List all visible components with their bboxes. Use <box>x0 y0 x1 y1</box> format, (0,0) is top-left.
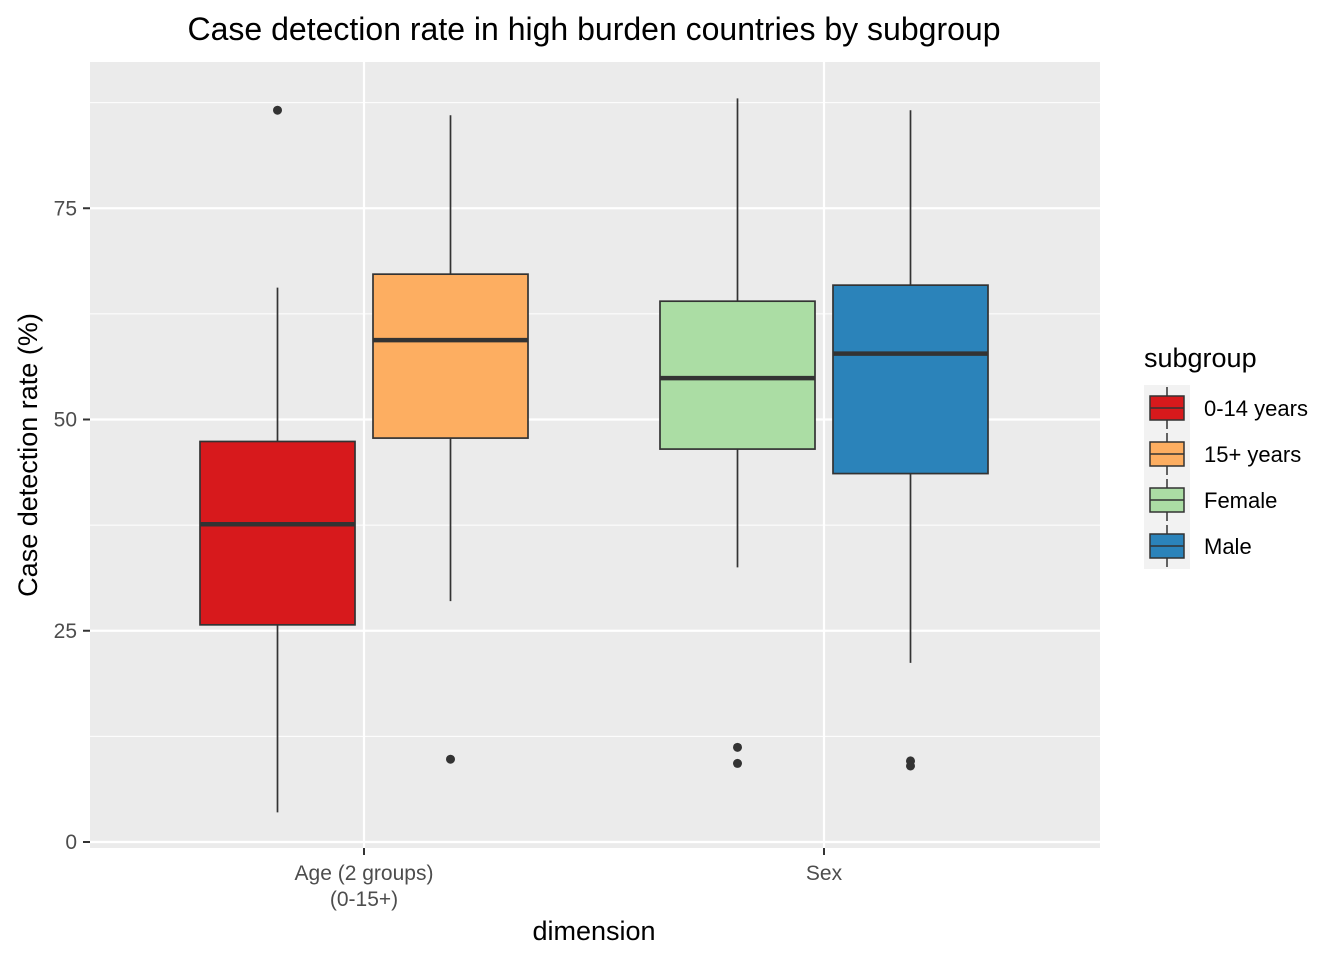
outlier-point <box>446 754 455 764</box>
x-axis: Age (2 groups) (0-15+) Sex <box>295 848 843 911</box>
legend-label: 15+ years <box>1204 442 1301 467</box>
y-axis-title: Case detection rate (%) <box>13 313 43 597</box>
outlier-point <box>733 742 742 752</box>
legend-item: 0-14 years <box>1144 385 1308 431</box>
legend-label: Male <box>1204 534 1252 559</box>
box-body <box>372 273 529 439</box>
box-0-14-years <box>199 105 356 813</box>
legend-label: 0-14 years <box>1204 396 1308 421</box>
box-15-years <box>372 115 529 764</box>
box-body <box>832 284 989 475</box>
box-female <box>659 98 816 768</box>
box-body <box>659 300 816 450</box>
y-axis: 0 25 50 75 <box>54 197 90 854</box>
legend-item: Male <box>1144 523 1252 569</box>
outlier-point <box>906 761 915 771</box>
y-tick-label: 75 <box>54 197 77 220</box>
legend-item: 15+ years <box>1144 431 1301 477</box>
legend-item: Female <box>1144 477 1277 523</box>
outlier-point <box>733 758 742 768</box>
outlier-point <box>273 105 282 115</box>
legend-label: Female <box>1204 488 1277 513</box>
x-tick-label: Sex <box>806 862 843 885</box>
y-tick-label: 50 <box>54 409 77 432</box>
box-body <box>199 440 356 626</box>
x-tick-label: (0-15+) <box>330 888 398 911</box>
x-axis-title: dimension <box>532 916 655 946</box>
y-tick-label: 25 <box>54 620 77 643</box>
box-male <box>832 110 989 771</box>
chart-title: Case detection rate in high burden count… <box>188 11 1001 47</box>
boxes <box>199 98 989 813</box>
y-tick-label: 0 <box>65 831 77 854</box>
legend-title: subgroup <box>1144 343 1257 373</box>
legend: subgroup 0-14 years 15+ years Female Male <box>1144 343 1308 569</box>
x-tick-label: Age (2 groups) <box>295 862 434 885</box>
